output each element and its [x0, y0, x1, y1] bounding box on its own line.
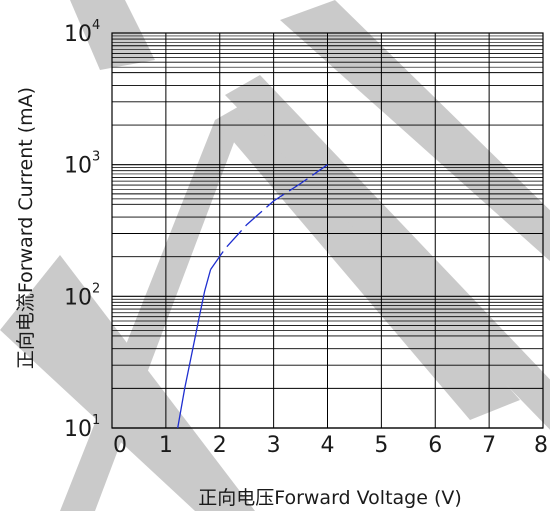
x-tick-label: 3: [267, 433, 281, 458]
series-line-dashed: [210, 164, 328, 270]
series-group: [177, 164, 328, 429]
x-tick-label: 6: [428, 433, 442, 458]
chart-grid: [111, 32, 544, 429]
y-tick-exponent: 3: [92, 150, 100, 165]
watermark-stripe: [215, 110, 520, 420]
x-axis-title: 正向电压Forward Voltage (V): [198, 487, 462, 509]
y-tick-base: 10: [64, 22, 92, 47]
x-tick-label: 0: [113, 433, 127, 458]
x-tick-labels: 0 1 2 3 4 5 6 7 8: [113, 433, 548, 458]
y-tick-exponent: 2: [92, 281, 100, 296]
watermark-stripe: [225, 75, 550, 430]
y-tick-label: 104: [64, 18, 100, 47]
series-line-solid: [177, 269, 212, 429]
x-tick-label: 5: [374, 433, 388, 458]
y-tick-exponent: 1: [92, 413, 100, 428]
watermark-stripe: [280, 0, 550, 262]
y-axis-title: 正向电流Forward Current (mA): [15, 87, 37, 369]
x-tick-label: 1: [159, 433, 173, 458]
y-tick-exponent: 4: [92, 18, 100, 33]
y-tick-label: 101: [64, 413, 100, 442]
x-tick-label: 2: [213, 433, 227, 458]
x-tick-label: 7: [482, 433, 496, 458]
y-tick-label: 102: [64, 281, 100, 310]
x-tick-label: 4: [321, 433, 335, 458]
y-tick-base: 10: [64, 417, 92, 442]
y-tick-label: 103: [64, 150, 100, 179]
y-tick-base: 10: [64, 154, 92, 179]
x-tick-label: 8: [534, 433, 548, 458]
y-tick-base: 10: [64, 285, 92, 310]
